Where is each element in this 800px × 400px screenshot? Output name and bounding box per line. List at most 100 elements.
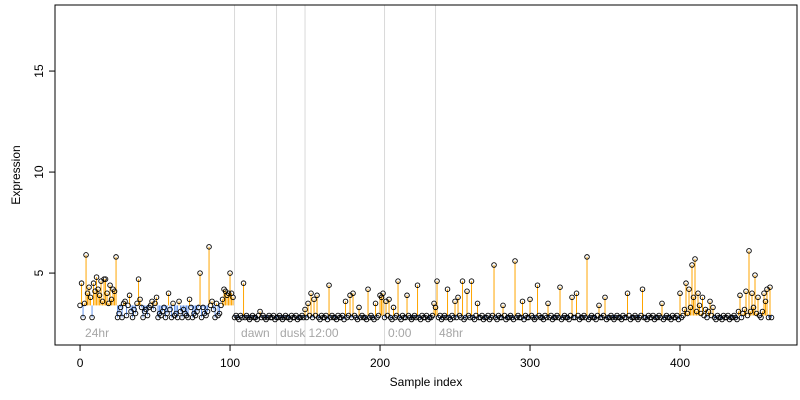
point <box>99 298 106 305</box>
point <box>467 314 473 321</box>
point <box>122 298 128 305</box>
point <box>743 288 749 295</box>
point <box>219 296 226 303</box>
point <box>390 304 397 311</box>
point <box>87 294 94 301</box>
point <box>239 314 245 321</box>
point <box>213 300 220 307</box>
annotation: 24hr <box>85 326 109 340</box>
point <box>434 278 440 284</box>
x-axis-title: Sample index <box>390 375 463 389</box>
point <box>209 298 215 305</box>
point <box>300 314 307 321</box>
point <box>129 314 136 321</box>
point <box>380 290 386 297</box>
point <box>314 292 320 299</box>
point <box>432 304 439 311</box>
point <box>308 290 314 297</box>
point <box>83 252 89 258</box>
point <box>404 292 410 299</box>
point <box>350 290 356 297</box>
point <box>444 286 451 292</box>
plot-frame <box>54 4 798 346</box>
point <box>305 300 311 307</box>
point <box>372 300 379 307</box>
point <box>624 290 631 297</box>
point <box>744 312 751 319</box>
point <box>152 300 158 307</box>
point <box>746 248 752 254</box>
point <box>107 282 113 288</box>
point <box>93 274 100 280</box>
point <box>519 298 526 305</box>
x-tick-label: 400 <box>670 356 690 370</box>
point <box>119 314 125 321</box>
point <box>512 258 518 264</box>
point <box>111 288 118 295</box>
point <box>126 292 133 299</box>
point <box>102 276 109 282</box>
point <box>459 278 466 284</box>
point <box>639 286 646 292</box>
point <box>84 290 91 297</box>
point <box>161 304 167 311</box>
point <box>96 292 103 299</box>
annotation: 0:00 <box>388 326 412 340</box>
point <box>429 312 436 319</box>
point <box>696 302 703 309</box>
point <box>749 290 755 297</box>
point <box>737 292 743 299</box>
point <box>188 304 194 311</box>
point <box>695 290 701 297</box>
point <box>450 314 457 321</box>
point <box>200 304 206 311</box>
point <box>135 276 142 282</box>
point <box>150 306 157 313</box>
point <box>464 288 470 295</box>
annotation: dusk <box>280 326 306 340</box>
point <box>225 290 232 297</box>
point <box>186 296 193 303</box>
point <box>140 314 146 321</box>
point <box>365 286 371 292</box>
point <box>302 306 308 313</box>
point <box>240 280 247 286</box>
point <box>108 296 115 303</box>
point <box>686 286 692 292</box>
x-tick-label: 100 <box>220 356 240 370</box>
point <box>584 254 590 260</box>
annotation: 12:00 <box>309 326 339 340</box>
point <box>227 270 233 276</box>
x-tick-label: 200 <box>370 356 390 370</box>
point <box>690 294 697 301</box>
point <box>123 312 130 319</box>
point <box>164 310 170 317</box>
point <box>80 314 86 321</box>
point <box>210 306 217 313</box>
x-tick-label: 300 <box>520 356 540 370</box>
point <box>125 302 131 309</box>
point <box>767 284 773 290</box>
point <box>734 316 740 323</box>
point <box>500 302 506 309</box>
point <box>681 306 688 313</box>
point <box>692 256 698 262</box>
annotation: 48hr <box>439 326 463 340</box>
point <box>758 314 764 321</box>
point <box>311 296 317 303</box>
point <box>491 262 497 268</box>
point <box>144 312 151 319</box>
point <box>326 282 332 288</box>
point <box>206 244 212 250</box>
point <box>216 310 223 317</box>
point <box>95 286 101 292</box>
point <box>750 304 757 311</box>
point <box>683 280 689 286</box>
point <box>413 314 419 321</box>
point <box>414 282 421 288</box>
point <box>765 314 772 321</box>
point <box>138 304 145 311</box>
point <box>705 308 712 315</box>
point <box>104 290 110 297</box>
